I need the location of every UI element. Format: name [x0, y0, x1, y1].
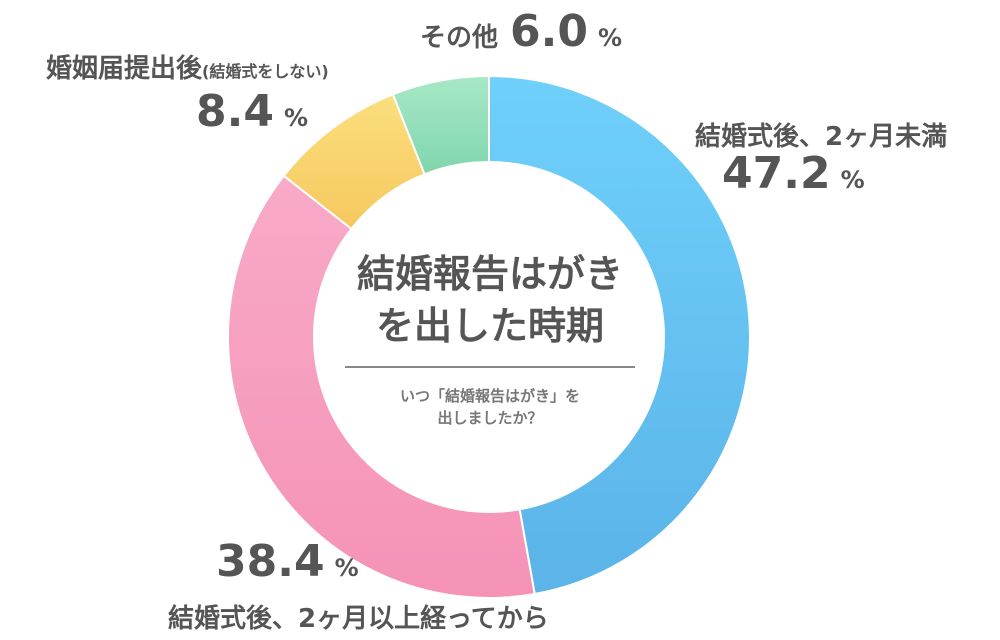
- slice-value-number-3: 6.0: [510, 6, 588, 57]
- slice-label-2-wrap: 婚姻届提出後(結婚式をしない): [46, 48, 329, 85]
- slice-label-1: 結婚式後、2ヶ月以上経ってから: [168, 604, 549, 634]
- slice-value-1: 38.4%: [216, 536, 359, 587]
- slice-label-2: 婚姻届提出後: [46, 54, 203, 84]
- slice-value-number-1: 38.4: [216, 536, 325, 587]
- slice-value-unit-0: %: [840, 166, 865, 194]
- chart-title-line-1: 結婚報告はがき: [356, 252, 623, 296]
- slice-label-3: その他: [420, 23, 499, 53]
- chart-subtitle-line-1: いつ「結婚報告はがき」を: [399, 387, 580, 405]
- donut-slice-1: [227, 174, 536, 599]
- donut-slice-0: [488, 74, 751, 596]
- slice-value-0: 47.2%: [722, 148, 865, 199]
- slice-value-unit-2: %: [283, 104, 308, 132]
- slice-label-2-note: (結婚式をしない): [202, 62, 329, 81]
- title-divider: [345, 366, 635, 368]
- slice-value-2: 8.4%: [196, 86, 308, 137]
- chart-subtitle-line-2: 出しましたか？: [437, 409, 543, 427]
- chart-title: 結婚報告はがき を出した時期: [330, 248, 650, 352]
- slice-value-unit-3: %: [597, 24, 623, 52]
- chart-subtitle: いつ「結婚報告はがき」を 出しましたか？: [340, 385, 640, 429]
- donut-slice-3: [391, 74, 490, 176]
- slice-value-unit-1: %: [334, 554, 359, 582]
- slice-label-0: 結婚式後、2ヶ月未満: [695, 122, 948, 152]
- chart-title-line-2: を出した時期: [375, 304, 604, 348]
- slice-3-wrap: その他 6.0%: [420, 6, 622, 57]
- slice-value-number-2: 8.4: [196, 86, 274, 137]
- slice-value-number-0: 47.2: [722, 148, 831, 199]
